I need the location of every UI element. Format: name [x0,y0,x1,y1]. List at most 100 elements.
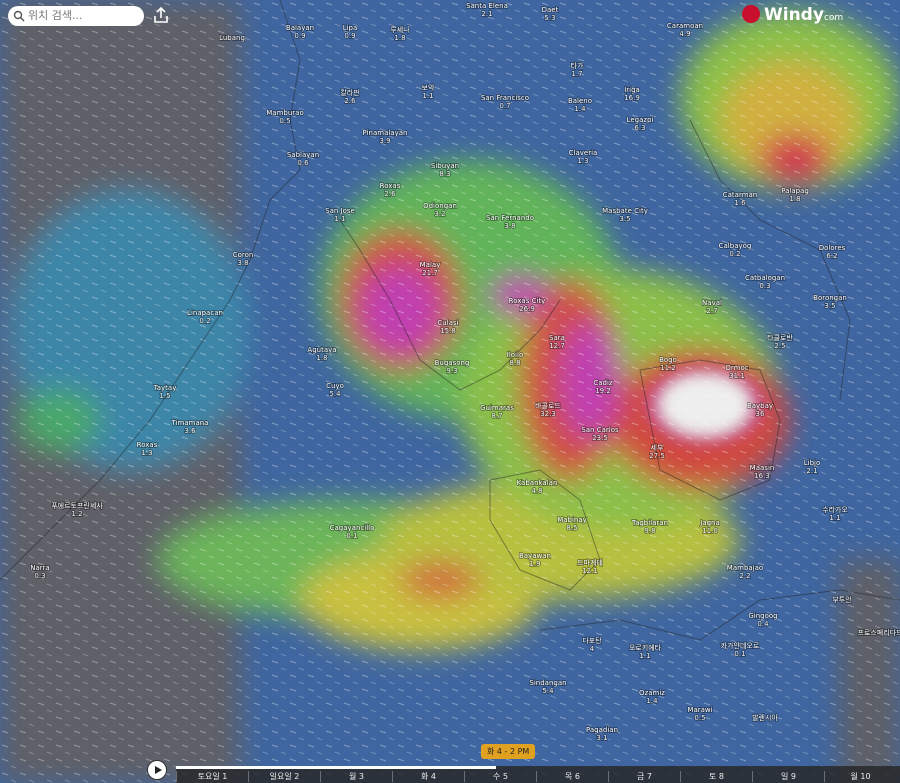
city-name: Sara [549,334,565,342]
timeline-day[interactable]: 월 3 [320,771,392,782]
city-name: Claveria [569,149,598,157]
timeline-day[interactable]: 토요일 1 [176,771,248,782]
city-name: Linapacan [187,309,223,317]
share-button[interactable] [152,6,170,24]
city-value: 9.8 [644,527,655,535]
city-name: Taytay [153,384,177,392]
city-value: 1.2 [71,510,82,518]
city-name: Narra [30,564,49,572]
timeline-day[interactable]: 일요일 2 [248,771,320,782]
city-value: 11.2 [660,364,676,372]
city-value: 5.3 [544,14,555,22]
city-value: 1.4 [646,697,658,705]
city-name: Maasin [750,464,775,472]
city-name: 바콜로드 [535,401,561,410]
city-value: 1.5 [159,392,170,400]
city-value: 15.8 [440,327,456,335]
city-value: 9.3 [446,367,457,375]
city-value: 1.1 [639,652,650,660]
city-name: Roxas [137,441,158,449]
city-value: 1.3 [141,449,152,457]
city-name: 보악 [422,84,435,92]
city-value: 27.5 [649,452,665,460]
city-name: Baleno [568,97,592,105]
timeline-day[interactable]: 화 4 [392,771,464,782]
timeline-day[interactable]: 목 6 [536,771,608,782]
city-value: 0.2 [729,250,740,258]
city-value: 1.4 [574,105,586,113]
search-box[interactable]: 위치 검색... [8,6,144,26]
city-name: Mamburao [266,109,303,117]
play-button[interactable] [147,760,167,780]
city-value: 3.1 [596,734,607,742]
city-name: Pagadian [586,726,618,734]
timeline-day[interactable]: 월 10 [824,771,896,782]
city-name: Roxas City [509,297,546,305]
city-name: Caramoan [667,22,703,30]
current-time: 화 4 - 2 PM [481,744,536,759]
city-name: San Fernando [486,214,534,222]
city-name: Sibuyan [431,162,459,170]
city-value: 12.7 [549,342,565,350]
city-value: 3.5 [824,302,835,310]
city-value: 0.3 [759,282,770,290]
city-name: Mabinay [557,516,587,524]
city-name: 다포탄 [582,636,602,645]
city-value: 0.2 [199,317,210,325]
city-name: Odiongan [423,202,457,210]
search-icon [13,10,25,22]
city-value: 2.1 [806,467,817,475]
city-value: 2.7 [706,307,717,315]
city-value: 21.7 [422,269,438,277]
city-value: 2.2 [739,572,750,580]
city-value: 0.1 [346,532,357,540]
city-name: San Carlos [581,426,619,434]
city-value: 0.9 [344,32,355,40]
city-name: Ormoc [725,364,748,372]
timeline-day[interactable]: 토 8 [680,771,752,782]
timeline-day[interactable]: 일 9 [752,771,824,782]
city-name: Masbate City [602,207,648,215]
city-value: 3.5 [619,215,630,223]
city-value: 3.2 [434,210,445,218]
timeline-day[interactable]: 금 7 [608,771,680,782]
city-value: 1.1 [829,514,840,522]
city-value: 0.5 [694,714,705,722]
city-value: 3.8 [237,259,248,267]
city-value: 26.9 [519,305,535,313]
city-value: 16.9 [624,94,640,102]
city-name: Dolores [819,244,846,252]
city-value: 1.1 [334,215,345,223]
logo-brand: Windy [764,5,824,25]
city-name: Mambajao [727,564,763,572]
city-name: Balayan [286,24,314,32]
windy-logo[interactable]: Windycom [742,5,843,25]
city-name: Jagna [699,519,720,527]
city-name: Iloilo [507,351,523,359]
city-name: Bayawan [519,552,551,560]
coastlines [0,0,900,641]
city-name: 드마게테 [577,558,603,567]
city-value: 6.3 [634,124,645,132]
city-value: 31.1 [729,372,745,380]
city-name: Libjo [804,459,821,467]
city-value: 4 [590,645,595,653]
city-name: Catbalogan [745,274,785,282]
timeline-progress [176,766,496,769]
city-value: 3.8 [504,222,515,230]
city-name: Bugasong [435,359,470,367]
city-name: 발렌시아 [752,713,778,722]
city-value: 0.4 [757,620,769,628]
city-name: Ozamiz [639,689,665,697]
city-name: Sindangan [529,679,566,687]
city-value: 3.6 [184,427,196,435]
timeline-day[interactable]: 수 5 [464,771,536,782]
city-name: 푸에르토프린세사 [51,501,103,510]
city-value: 32.3 [540,410,556,418]
city-value: 5.4 [542,687,554,695]
city-value: 1.3 [577,157,588,165]
city-name: Palapag [781,187,809,195]
